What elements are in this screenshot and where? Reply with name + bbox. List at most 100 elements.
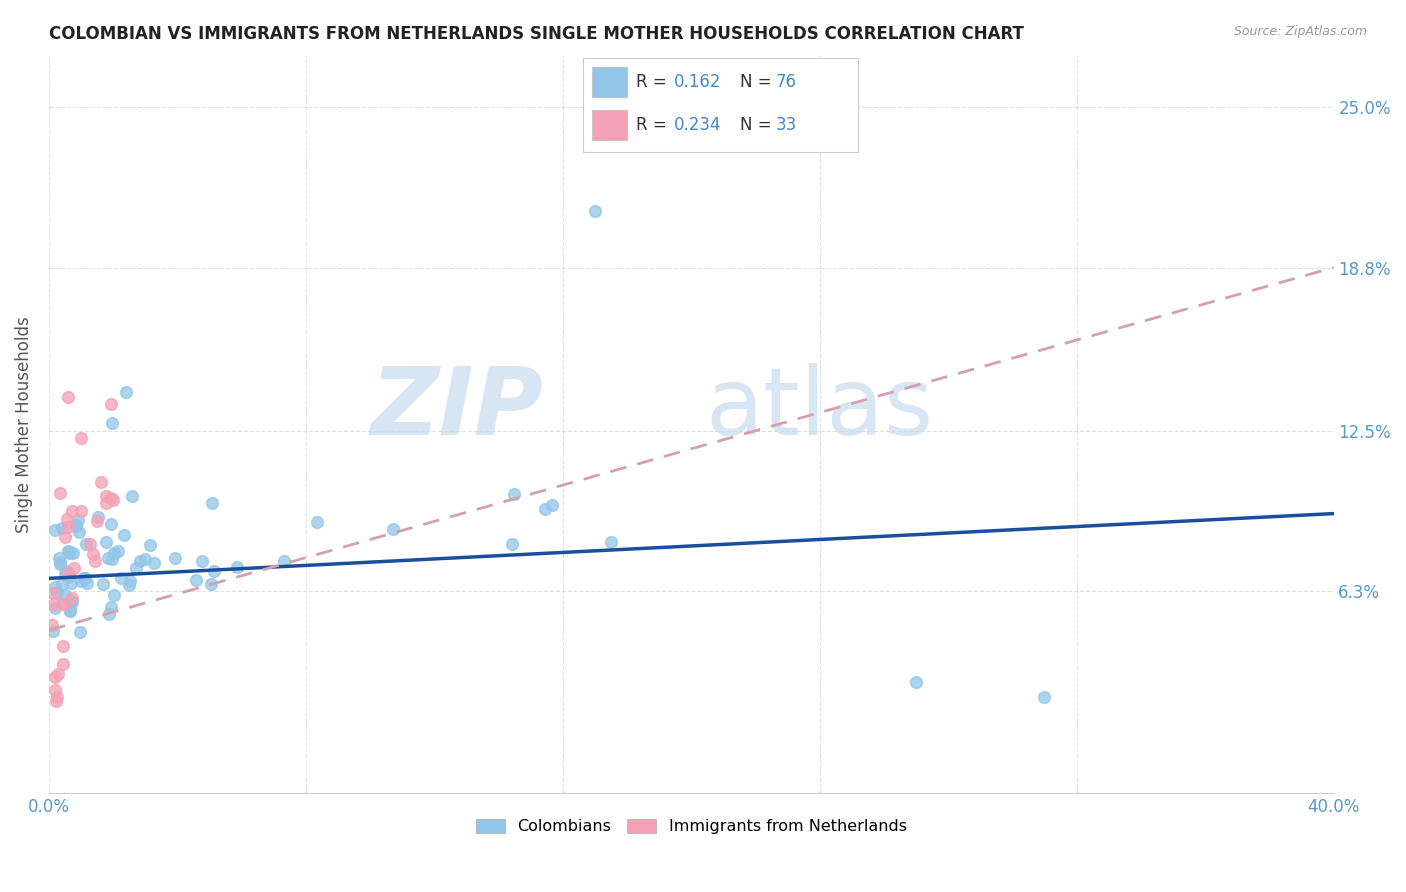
Point: [75, 537, 97, 551]
Point: [307, 515, 329, 529]
Point: [51, 597, 73, 611]
Point: [107, 543, 129, 558]
Point: [55, 564, 77, 578]
Point: [165, 550, 187, 565]
Point: [41, 618, 63, 632]
Point: [501, 536, 523, 550]
Point: [73, 571, 96, 585]
Point: [101, 552, 124, 566]
Point: [86, 514, 108, 528]
Point: [96, 496, 118, 510]
Point: [103, 546, 125, 560]
Point: [46, 690, 69, 705]
Point: [62, 561, 84, 575]
Point: [600, 535, 623, 549]
Point: [94, 489, 117, 503]
Text: 0.162: 0.162: [673, 73, 721, 91]
Text: COLOMBIAN VS IMMIGRANTS FROM NETHERLANDS SINGLE MOTHER HOUSEHOLDS CORRELATION CH: COLOMBIAN VS IMMIGRANTS FROM NETHERLANDS…: [49, 25, 1024, 43]
Point: [202, 564, 225, 578]
Point: [53, 588, 76, 602]
Point: [101, 493, 124, 508]
Point: [73, 571, 96, 585]
Point: [201, 496, 224, 510]
Point: [83, 553, 105, 567]
Text: N =: N =: [740, 73, 776, 91]
Point: [125, 561, 148, 575]
Point: [75, 571, 97, 585]
Point: [382, 522, 405, 536]
FancyBboxPatch shape: [592, 111, 627, 140]
Point: [51, 576, 73, 591]
Point: [58, 390, 80, 404]
Point: [53, 597, 76, 611]
Point: [44, 580, 66, 594]
Point: [103, 589, 125, 603]
Text: ZIP: ZIP: [371, 363, 544, 456]
Point: [56, 566, 79, 581]
Point: [66, 513, 89, 527]
Point: [56, 570, 79, 584]
Text: 33: 33: [776, 117, 797, 135]
Point: [51, 520, 73, 534]
Point: [76, 576, 98, 591]
Point: [53, 567, 76, 582]
Point: [905, 675, 928, 690]
Point: [44, 524, 66, 538]
Point: [60, 504, 83, 518]
Point: [100, 491, 122, 505]
FancyBboxPatch shape: [592, 68, 627, 97]
Point: [52, 639, 75, 653]
Point: [45, 694, 67, 708]
Text: N =: N =: [740, 117, 776, 135]
Point: [90, 475, 112, 490]
Point: [58, 546, 80, 560]
Point: [120, 574, 142, 588]
Point: [60, 591, 83, 606]
Point: [42, 624, 65, 638]
Point: [273, 554, 295, 568]
Point: [48, 558, 70, 572]
Point: [200, 577, 222, 591]
Y-axis label: Single Mother Households: Single Mother Households: [15, 316, 32, 533]
Point: [60, 594, 83, 608]
Point: [226, 560, 249, 574]
Point: [69, 574, 91, 588]
Point: [44, 600, 66, 615]
Legend: Colombians, Immigrants from Netherlands: Colombians, Immigrants from Netherlands: [470, 813, 912, 841]
Point: [46, 667, 69, 681]
Text: R =: R =: [636, 73, 672, 91]
Point: [44, 682, 66, 697]
Point: [45, 586, 67, 600]
Point: [42, 597, 65, 611]
Point: [100, 517, 122, 532]
Point: [121, 489, 143, 503]
Point: [52, 657, 75, 671]
Point: [59, 575, 82, 590]
Point: [129, 554, 152, 568]
Point: [143, 557, 166, 571]
Point: [42, 586, 65, 600]
Point: [1033, 690, 1056, 705]
Point: [118, 577, 141, 591]
Point: [58, 545, 80, 559]
Point: [62, 546, 84, 560]
Point: [60, 595, 83, 609]
Point: [100, 397, 122, 411]
Point: [48, 550, 70, 565]
Point: [67, 525, 90, 540]
Point: [65, 518, 87, 533]
Point: [97, 607, 120, 621]
Point: [56, 520, 79, 534]
Point: [58, 569, 80, 583]
Point: [49, 486, 72, 500]
Point: [534, 502, 557, 516]
Point: [69, 624, 91, 639]
Text: 0.234: 0.234: [673, 117, 721, 135]
Point: [112, 527, 135, 541]
Point: [56, 543, 79, 558]
Point: [82, 547, 104, 561]
Point: [56, 512, 79, 526]
Point: [97, 550, 120, 565]
Point: [70, 503, 93, 517]
Point: [49, 555, 72, 569]
